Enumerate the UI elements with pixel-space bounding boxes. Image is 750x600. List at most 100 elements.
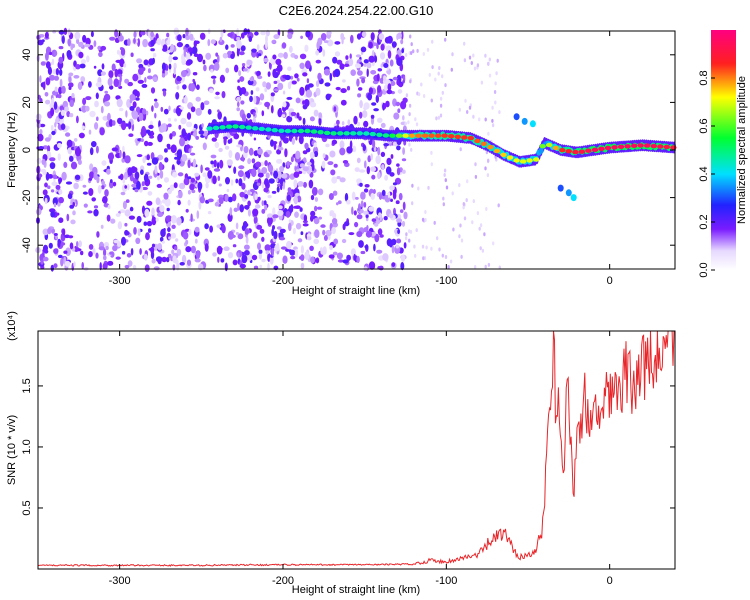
noise-blob [259,264,263,269]
noise-blob [50,264,54,272]
noise-blob [336,119,340,125]
noise-blob [150,31,155,38]
noise-blob [396,79,400,86]
noise-blob [380,122,386,128]
noise-blob [108,119,114,127]
noise-blob [124,229,129,236]
noise-blob [368,41,373,49]
noise-blob [205,52,212,60]
noise-blob [321,160,326,169]
noise-blob [348,58,354,67]
noise-blob [222,52,228,59]
noise-blob [73,245,79,252]
noise-blob [491,105,494,110]
noise-blob [270,139,274,147]
noise-blob [246,59,253,66]
noise-blob [296,77,300,82]
noise-blob [277,82,284,91]
noise-blob [147,141,153,146]
heatmap-x-axis-label: Height of straight line (km) [292,285,420,297]
noise-blob [185,246,192,253]
noise-blob [329,211,333,217]
noise-blob [263,151,269,158]
noise-blob [253,137,257,141]
noise-blob [353,115,358,125]
noise-blob [375,155,381,165]
noise-blob [177,34,182,42]
noise-blob [381,164,385,170]
noise-blob [472,53,475,58]
noise-blob [182,84,187,90]
noise-blob [377,85,382,93]
noise-blob [303,214,308,222]
noise-blob [190,245,196,254]
noise-blob [101,160,107,166]
noise-blob [346,254,351,261]
noise-blob [227,196,233,203]
noise-blob [151,216,157,226]
noise-blob [417,92,421,97]
noise-blob [103,101,111,107]
noise-blob [215,52,219,57]
noise-blob [154,101,159,109]
noise-blob [229,207,233,216]
noise-blob [492,241,495,246]
noise-blob [356,255,360,264]
noise-blob [351,206,354,215]
noise-blob [40,61,46,66]
noise-blob [66,213,70,222]
noise-blob [44,197,48,205]
noise-blob [232,244,237,248]
noise-blob [336,252,343,260]
noise-blob [361,31,367,38]
noise-blob [463,58,467,63]
noise-blob [79,63,86,69]
noise-blob [163,192,169,200]
noise-blob [293,171,300,178]
noise-blob [383,75,387,82]
noise-blob [58,217,64,223]
noise-blob [189,33,194,41]
noise-blob [176,160,181,165]
noise-blob [331,139,338,145]
noise-blob [39,98,43,103]
ridge-peak [278,128,285,133]
noise-blob [371,50,375,58]
ridge-peak [206,126,213,131]
noise-blob [130,166,137,174]
noise-blob [136,58,143,64]
noise-blob [190,152,196,156]
noise-blob [53,263,58,269]
noise-blob [313,238,320,245]
noise-blob [230,53,235,59]
noise-blob [260,31,267,36]
noise-blob [430,162,433,167]
noise-blob [210,39,216,45]
snr-y-tick-label: 1.5 [21,378,33,393]
noise-blob [72,202,75,207]
noise-blob [107,112,111,122]
snr-series-line [37,330,675,567]
noise-blob [356,214,363,220]
noise-blob [397,108,401,113]
noise-blob [331,176,338,184]
noise-blob [53,248,59,254]
noise-blob [129,99,133,104]
noise-blob [459,147,462,152]
noise-blob [217,256,220,263]
noise-blob [389,185,395,191]
noise-blob [427,185,430,190]
ridge-peak [604,145,612,151]
noise-blob [51,181,58,187]
noise-blob [198,130,205,135]
noise-blob [281,173,288,179]
noise-blob [140,138,144,143]
snr-frame [37,330,676,570]
noise-blob [309,116,315,122]
noise-blob [273,230,278,240]
noise-blob [95,81,103,88]
noise-blob [39,129,43,135]
ridge-peak [663,144,670,150]
noise-blob [323,68,331,76]
noise-blob [444,178,447,183]
